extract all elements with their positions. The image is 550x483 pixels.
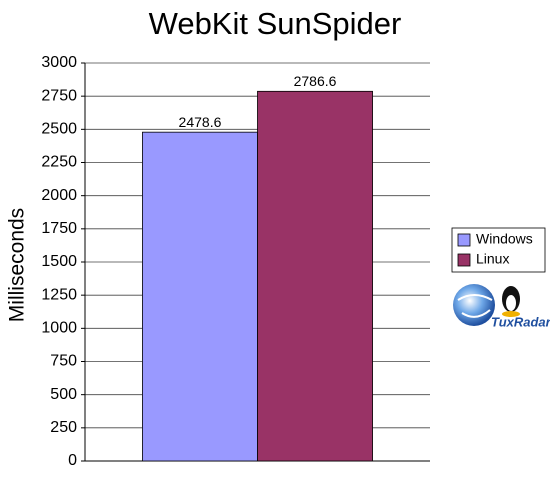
y-tick-label: 1500 bbox=[41, 253, 77, 270]
y-tick-label: 2750 bbox=[41, 87, 77, 104]
y-tick-label: 1000 bbox=[41, 320, 77, 337]
y-tick-label: 0 bbox=[68, 452, 77, 469]
legend-label: Windows bbox=[476, 231, 533, 247]
y-tick-label: 1250 bbox=[41, 286, 77, 303]
y-tick-label: 250 bbox=[50, 419, 77, 436]
value-label: 2786.6 bbox=[294, 73, 337, 89]
chart-title: WebKit SunSpider bbox=[149, 6, 402, 41]
y-tick-label: 500 bbox=[50, 386, 77, 403]
legend-swatch bbox=[457, 233, 471, 247]
y-tick-label: 2000 bbox=[41, 187, 77, 204]
y-tick-label: 2250 bbox=[41, 154, 77, 171]
logo-swoosh bbox=[457, 294, 493, 318]
logo-penguin-feet bbox=[502, 311, 520, 317]
bar bbox=[257, 90, 373, 462]
y-tick-label: 1750 bbox=[41, 220, 77, 237]
value-label: 2478.6 bbox=[179, 114, 222, 130]
bar bbox=[142, 131, 258, 462]
logo-text: TuxRadar bbox=[491, 314, 550, 329]
legend-swatch bbox=[457, 253, 471, 267]
legend-label: Linux bbox=[476, 251, 509, 267]
y-tick-label: 3000 bbox=[41, 54, 77, 71]
y-axis-label: Milliseconds bbox=[6, 208, 29, 322]
logo bbox=[453, 284, 520, 326]
logo-globe bbox=[453, 284, 495, 326]
logo-penguin-belly bbox=[506, 295, 516, 311]
y-tick-label: 750 bbox=[50, 353, 77, 370]
y-tick-label: 2500 bbox=[41, 121, 77, 138]
